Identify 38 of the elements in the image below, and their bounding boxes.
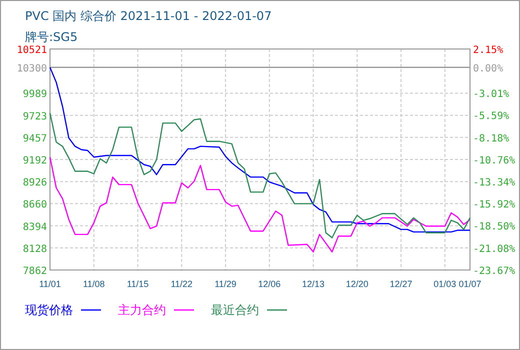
y2-tick-label: -15.92% [473,200,516,211]
y-tick-label: 9192 [22,155,47,166]
y2-tick-label: -21.08% [473,244,516,255]
x-tick-label: 12/20 [346,279,368,289]
x-tick-label: 01/03 [434,279,456,289]
legend-label: 主力合约 [118,303,166,317]
x-tick-label: 12/13 [302,279,325,289]
x-tick-label: 01/07 [458,279,482,289]
x-tick-label: 11/08 [82,279,105,289]
x-tick-label: 11/15 [126,279,149,289]
y-tick-label: 8128 [22,244,47,255]
x-tick-label: 12/06 [258,279,281,289]
y-tick-label: 10521 [16,45,47,56]
y2-tick-label: 2.15% [473,45,504,56]
y-tick-label: 9723 [22,111,47,122]
chart-subtitle: 牌号:SG5 [25,30,78,44]
y2-tick-label: -5.59% [473,111,510,122]
y2-tick-label: -8.18% [473,133,510,144]
y2-tick-label: -3.01% [473,89,510,100]
y-tick-label: 9989 [22,89,47,100]
y-tick-label: 8660 [22,200,47,211]
y-tick-label: 8394 [22,222,47,233]
y-tick-label: 8926 [22,178,47,189]
y2-tick-label: -18.50% [473,222,516,233]
y2-tick-label: -13.34% [473,178,516,189]
y2-tick-label: 0.00% [473,63,504,74]
x-tick-label: 11/22 [170,279,193,289]
x-tick-label: 11/01 [39,279,61,289]
x-tick-label: 12/27 [390,279,412,289]
chart-title: PVC 国内 综合价 2021-11-01 - 2022-01-07 [25,9,272,23]
y2-tick-label: -10.76% [473,156,516,166]
x-tick-label: 11/29 [214,279,236,289]
y2-tick-label: -23.67% [473,266,516,277]
y-tick-label: 9457 [22,133,47,144]
y-tick-label: 10300 [16,63,47,74]
y-tick-label: 7862 [22,266,47,277]
legend-label: 现货价格 [25,303,73,317]
legend-label: 最近合约 [211,303,259,317]
